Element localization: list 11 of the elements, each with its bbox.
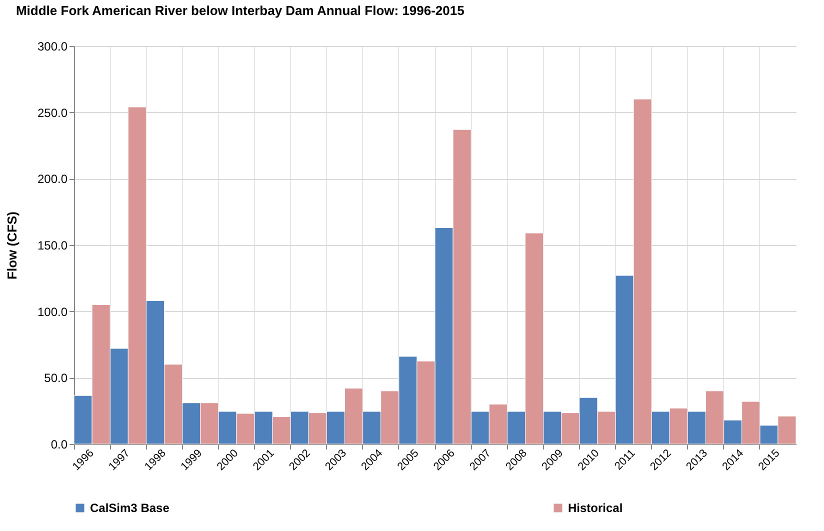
y-tick-label: 150.0 [37,238,68,252]
y-tick-label: 250.0 [37,106,68,120]
legend-label: Historical [568,501,623,515]
chart-title: Middle Fork American River below Interbay Dam Annual Flow: 1996-2015 [16,3,464,18]
y-tick-label: 50.0 [44,371,68,386]
y-tick-label: 200.0 [37,172,68,186]
y-axis-title: Flow (CFS) [4,212,20,280]
y-tick-label: 300.0 [37,40,68,54]
y-tick-label: 0.0 [50,438,68,452]
legend-label: CalSim3 Base [90,501,170,515]
y-tick-label: 100.0 [37,304,68,319]
